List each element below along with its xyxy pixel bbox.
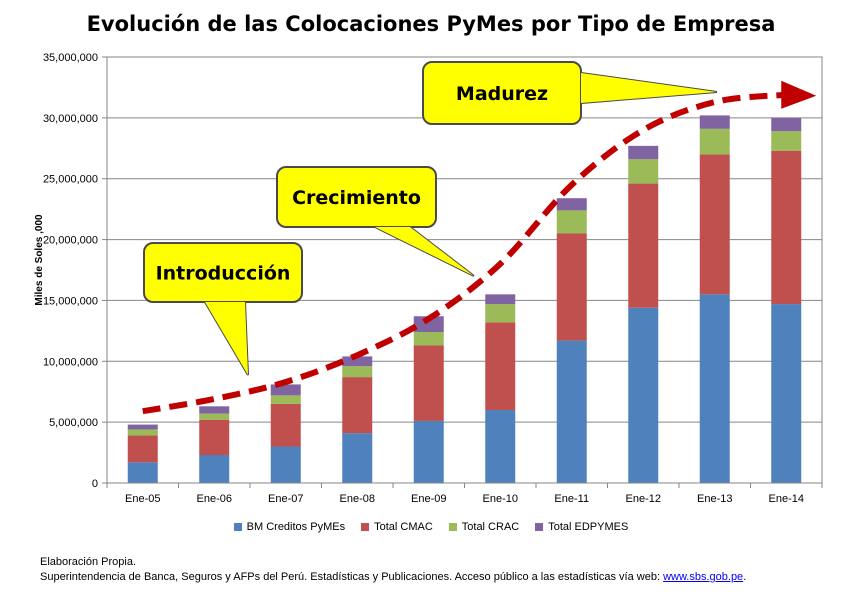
bar-segment bbox=[413, 420, 444, 483]
axis-layer: Ene-05 Ene-06 Ene-07 Ene-08 Ene-09 Ene-10 Ene-… bbox=[106, 482, 823, 505]
y-tick-label: 15,000,000 bbox=[43, 295, 98, 307]
bar-segment bbox=[556, 340, 587, 483]
bar-segment bbox=[699, 294, 730, 483]
callout-tail-fill bbox=[375, 227, 474, 276]
y-tick-label: 30,000,000 bbox=[43, 113, 98, 125]
x-tick-label: Ene-08 bbox=[340, 493, 375, 505]
callout-layer: Introducción Crecimiento Madurez bbox=[143, 61, 718, 376]
bar-segment bbox=[771, 150, 802, 305]
y-axis-label: Miles de Soles ,000 bbox=[34, 214, 45, 306]
x-tick-label: Ene-12 bbox=[626, 493, 661, 505]
callout: Crecimiento bbox=[276, 166, 475, 277]
x-tick-label: Ene-13 bbox=[697, 493, 732, 505]
bar-segment bbox=[342, 433, 373, 483]
bar-segment bbox=[270, 384, 301, 396]
y-tick-label: 10,000,000 bbox=[43, 356, 98, 368]
x-tick-label: Ene-05 bbox=[125, 493, 160, 505]
legend-item: Total CRAC bbox=[448, 521, 520, 533]
y-tick-label: 5,000,000 bbox=[49, 417, 98, 429]
bar-segment bbox=[771, 117, 802, 132]
callout-label: Crecimiento bbox=[292, 187, 421, 209]
x-tick-label: Ene-14 bbox=[769, 493, 804, 505]
bar-segment bbox=[628, 159, 659, 184]
bar-segment bbox=[699, 128, 730, 155]
bar-segment bbox=[127, 429, 158, 436]
sbs-link[interactable]: www.sbs.gob.pe bbox=[663, 571, 744, 583]
bar-segment bbox=[699, 115, 730, 129]
callout-tail-fill bbox=[581, 73, 717, 103]
trend-layer bbox=[142, 80, 817, 415]
bar-segment bbox=[127, 435, 158, 463]
x-tick-label: Ene-07 bbox=[268, 493, 303, 505]
bar-segment bbox=[556, 233, 587, 341]
bar-segment bbox=[413, 332, 444, 346]
y-tick-label: 25,000,000 bbox=[43, 174, 98, 186]
x-tick-label: Ene-11 bbox=[554, 493, 589, 505]
callout-label: Introducción bbox=[156, 263, 291, 285]
bar-segment bbox=[199, 413, 230, 420]
bar-segment bbox=[342, 366, 373, 378]
bar-segment bbox=[628, 307, 659, 483]
legend-swatch bbox=[535, 523, 544, 531]
y-tick-label: 20,000,000 bbox=[43, 235, 98, 247]
bar-segment bbox=[699, 154, 730, 295]
legend-swatch bbox=[361, 523, 370, 531]
bar-segment bbox=[628, 145, 659, 160]
bar-segment bbox=[771, 304, 802, 483]
x-tick-label: Ene-10 bbox=[483, 493, 518, 505]
legend-item: Total EDPYMES bbox=[535, 521, 628, 533]
footnote-line2: Superintendencia de Banca, Seguros y AFP… bbox=[40, 571, 746, 583]
bar-segment bbox=[413, 345, 444, 421]
bar-segment bbox=[342, 356, 373, 367]
callout-box bbox=[276, 166, 437, 228]
y-tick-label: 0 bbox=[92, 478, 98, 490]
callout-tail-fill bbox=[205, 302, 248, 375]
callout-label: Madurez bbox=[456, 83, 548, 105]
legend-label: Total EDPYMES bbox=[548, 521, 629, 533]
bar-segment bbox=[270, 403, 301, 447]
bar-segment bbox=[556, 198, 587, 211]
legend-swatch bbox=[448, 523, 457, 531]
bar-segment bbox=[127, 424, 158, 430]
footnote-end: . bbox=[743, 571, 747, 583]
bar-segment bbox=[628, 183, 659, 308]
x-tick-label: Ene-06 bbox=[197, 493, 232, 505]
bar-segment bbox=[199, 406, 230, 414]
legend-label: Total CMAC bbox=[374, 521, 433, 533]
bar-segment bbox=[485, 322, 516, 410]
bar-segment bbox=[342, 377, 373, 434]
bar-segment bbox=[199, 419, 230, 456]
callout: Madurez bbox=[422, 61, 718, 125]
bars-layer bbox=[127, 115, 802, 483]
legend-item: Total CMAC bbox=[361, 521, 433, 533]
bar-segment bbox=[485, 304, 516, 323]
footnote-line1: Elaboración Propia. bbox=[40, 556, 137, 568]
bar-segment bbox=[413, 316, 444, 333]
legend-label: BM Creditos PyMEs bbox=[246, 521, 346, 533]
bar-segment bbox=[771, 131, 802, 151]
bar-segment bbox=[485, 294, 516, 305]
bar-segment bbox=[270, 446, 301, 483]
callout: Introducción bbox=[143, 242, 303, 376]
bar-segment bbox=[556, 210, 587, 234]
footnote-source: Superintendencia de Banca, Seguros y AFP… bbox=[40, 571, 664, 583]
bar-segment bbox=[270, 395, 301, 404]
y-tick-label: 35,000,000 bbox=[43, 52, 98, 64]
chart-title: Evolución de las Colocaciones PyMes por … bbox=[86, 12, 776, 36]
legend: BM Creditos PyMEs Total CMAC Total CRAC Tot… bbox=[0, 521, 862, 533]
bar-segment bbox=[485, 409, 516, 483]
legend-swatch bbox=[233, 523, 242, 531]
trend-line bbox=[142, 91, 787, 415]
legend-label: Total CRAC bbox=[461, 521, 520, 533]
legend-item: BM Creditos PyMEs bbox=[233, 521, 346, 533]
bar-segment bbox=[127, 462, 158, 483]
bar-segment bbox=[199, 455, 230, 483]
x-tick-label: Ene-09 bbox=[411, 493, 446, 505]
trend-arrowhead bbox=[781, 80, 817, 109]
